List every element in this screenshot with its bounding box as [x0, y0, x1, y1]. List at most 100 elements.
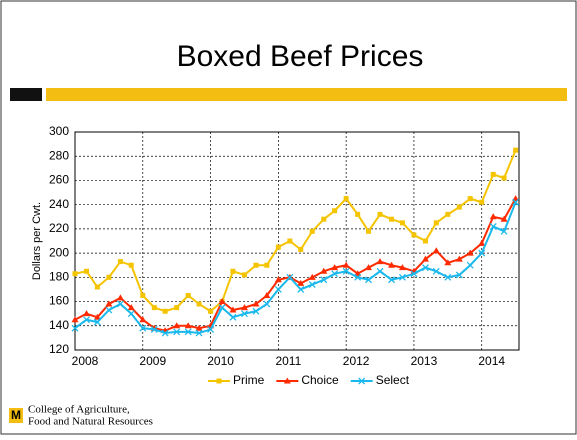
marker: [365, 264, 373, 271]
x-tick-label: 2011: [275, 354, 301, 368]
marker: [512, 198, 520, 206]
marker: [455, 271, 463, 279]
y-tick-label: 200: [49, 245, 69, 259]
marker: [411, 232, 417, 238]
footer-line: Food and Natural Resources: [28, 416, 153, 428]
marker: [432, 267, 440, 275]
marker: [331, 270, 339, 278]
marker: [478, 239, 486, 246]
marker: [432, 247, 440, 254]
marker: [174, 305, 180, 311]
marker: [184, 322, 192, 329]
marker: [150, 325, 158, 333]
marker: [355, 211, 361, 217]
marker: [117, 259, 123, 265]
marker: [116, 294, 124, 301]
marker: [252, 300, 260, 307]
marker: [161, 329, 169, 337]
y-tick-label: 260: [49, 173, 69, 187]
x-tick-label: 2010: [207, 354, 234, 368]
marker: [105, 306, 113, 314]
marker: [139, 324, 147, 332]
y-tick-label: 120: [49, 342, 69, 356]
marker: [500, 227, 508, 235]
marker: [216, 378, 222, 384]
legend-label: Prime: [233, 373, 265, 387]
marker: [196, 301, 202, 307]
marker: [274, 285, 282, 293]
y-tick-label: 140: [49, 318, 69, 332]
marker: [466, 249, 474, 256]
y-tick-label: 240: [49, 197, 69, 211]
footer-line: College of Agriculture,: [28, 404, 130, 416]
series-line: [74, 201, 517, 335]
marker: [140, 293, 146, 298]
marker: [229, 313, 237, 321]
accent-gold: [46, 88, 567, 101]
marker: [478, 249, 486, 257]
marker: [343, 196, 349, 202]
marker: [263, 292, 271, 298]
y-tick-label: 160: [49, 294, 69, 308]
marker: [331, 264, 339, 271]
marker: [366, 228, 372, 234]
series-line: [74, 198, 517, 332]
marker: [218, 304, 226, 312]
marker: [240, 304, 248, 311]
marker: [376, 258, 384, 265]
marker: [72, 271, 78, 277]
marker: [422, 238, 428, 244]
marker: [365, 276, 372, 284]
marker: [500, 215, 508, 222]
marker: [253, 262, 259, 268]
x-tick-label: 2009: [139, 354, 166, 368]
x-tick-label: 2014: [478, 354, 505, 368]
marker: [241, 310, 248, 318]
marker: [208, 308, 214, 314]
marker: [127, 310, 135, 318]
marker: [433, 220, 439, 226]
marker: [388, 276, 396, 284]
marker: [398, 264, 406, 271]
marker: [490, 171, 496, 177]
marker: [286, 273, 294, 281]
marker: [501, 175, 507, 181]
marker: [128, 262, 134, 268]
marker: [489, 223, 497, 230]
marker: [106, 274, 112, 280]
marker: [105, 300, 113, 307]
marker: [297, 285, 305, 293]
marker: [489, 213, 497, 220]
marker: [410, 270, 418, 278]
marker: [252, 307, 260, 315]
marker: [467, 196, 473, 202]
x-tick-label: 2012: [343, 354, 370, 368]
slide-title: Boxed Beef Prices: [177, 40, 424, 73]
marker: [421, 255, 429, 262]
marker: [195, 329, 203, 337]
marker: [229, 306, 237, 313]
marker: [218, 298, 226, 305]
legend-label: Select: [376, 373, 410, 387]
marker: [263, 300, 271, 308]
marker: [332, 208, 338, 214]
marker: [456, 204, 462, 210]
marker: [127, 304, 135, 311]
y-tick-label: 220: [49, 221, 69, 235]
marker: [455, 255, 463, 262]
marker: [116, 300, 124, 308]
marker: [195, 324, 203, 331]
marker: [287, 238, 293, 244]
legend-label: Choice: [301, 373, 339, 387]
marker: [377, 211, 383, 217]
marker: [207, 325, 215, 333]
y-axis-label: Dollars per Cwt.: [31, 202, 43, 280]
marker: [399, 220, 405, 226]
marker: [389, 216, 395, 222]
marker: [320, 276, 328, 284]
marker: [479, 199, 485, 205]
marker: [342, 261, 350, 268]
marker: [94, 284, 100, 290]
